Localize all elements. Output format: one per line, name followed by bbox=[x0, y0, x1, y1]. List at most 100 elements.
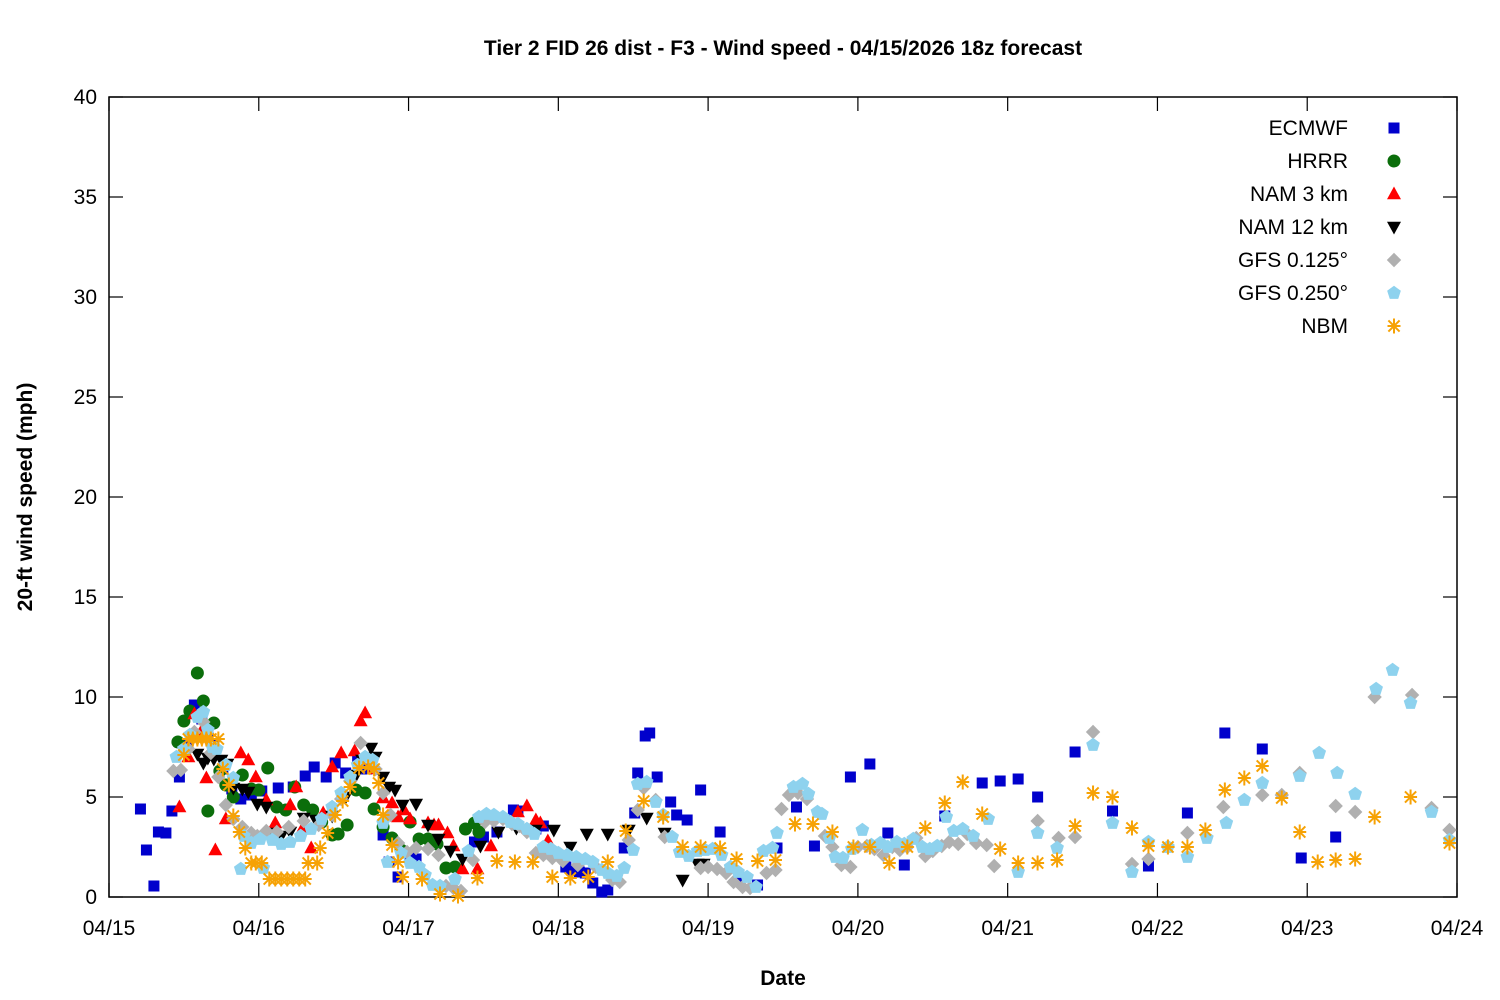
data-point-asterisk bbox=[863, 840, 877, 854]
y-tick-label: 15 bbox=[74, 586, 97, 609]
data-point-square bbox=[651, 771, 663, 783]
data-point-asterisk bbox=[1031, 856, 1044, 870]
data-point-pentagon bbox=[1125, 864, 1139, 878]
data-point-asterisk bbox=[694, 840, 707, 854]
data-point-pentagon bbox=[749, 879, 763, 893]
data-point-square bbox=[695, 784, 707, 796]
data-point-diamond bbox=[1085, 724, 1101, 740]
data-point-diamond bbox=[281, 819, 296, 835]
data-point-diamond bbox=[1347, 804, 1363, 820]
data-point-triangle-up bbox=[353, 713, 368, 727]
data-point-asterisk bbox=[1293, 825, 1307, 839]
data-point-pentagon bbox=[930, 838, 945, 852]
y-tick-label: 35 bbox=[74, 186, 97, 209]
data-point-triangle-down bbox=[259, 801, 274, 815]
x-tick-label: 04/23 bbox=[1281, 917, 1334, 940]
legend-label-nbm: NBM bbox=[1301, 315, 1348, 338]
data-point-circle bbox=[340, 818, 354, 832]
data-point-asterisk bbox=[1329, 853, 1342, 867]
data-point-asterisk bbox=[1050, 853, 1064, 867]
x-tick-label: 04/18 bbox=[532, 917, 585, 940]
data-point-diamond bbox=[1367, 689, 1382, 705]
data-point-pentagon bbox=[448, 871, 462, 885]
data-point-asterisk bbox=[993, 842, 1007, 856]
plot-area: 04/15 04/16 04/17 04/18 04/19 04/20 04/21 04/22… bbox=[74, 86, 1484, 940]
data-point-asterisk bbox=[238, 841, 252, 855]
data-point-square bbox=[844, 771, 856, 783]
y-axis-label: 20-ft wind speed (mph) bbox=[14, 383, 37, 612]
data-point-diamond bbox=[420, 841, 436, 857]
data-point-asterisk bbox=[564, 871, 577, 885]
y-tick-label: 40 bbox=[74, 86, 97, 109]
data-point-asterisk bbox=[216, 762, 230, 776]
data-point-square bbox=[808, 840, 820, 852]
data-point-pentagon bbox=[665, 829, 680, 843]
data-point-pentagon bbox=[1403, 695, 1418, 709]
data-point-square bbox=[1107, 805, 1119, 817]
data-point-asterisk bbox=[222, 778, 236, 792]
data-point-asterisk bbox=[490, 854, 504, 868]
x-tick-label: 04/20 bbox=[832, 917, 885, 940]
data-point-square bbox=[320, 771, 332, 783]
data-point-pentagon bbox=[585, 854, 600, 868]
data-point-asterisk bbox=[1387, 319, 1401, 333]
data-point-square bbox=[790, 801, 802, 813]
data-point-circle bbox=[358, 786, 372, 800]
data-point-asterisk bbox=[1218, 783, 1232, 797]
data-point-triangle-down bbox=[579, 828, 594, 842]
data-point-triangle-up bbox=[470, 861, 485, 875]
data-point-square bbox=[882, 827, 894, 839]
data-point-diamond bbox=[218, 797, 234, 813]
data-point-square bbox=[573, 866, 585, 878]
data-point-asterisk bbox=[1161, 840, 1175, 854]
data-point-asterisk bbox=[255, 856, 269, 870]
y-tick-label: 30 bbox=[74, 286, 97, 309]
data-point-triangle-up bbox=[483, 838, 498, 852]
data-point-square bbox=[1256, 743, 1268, 755]
data-point-circle bbox=[472, 825, 486, 839]
data-point-square bbox=[148, 880, 160, 892]
data-point-asterisk bbox=[975, 807, 989, 821]
legend-label-hrrr: HRRR bbox=[1287, 150, 1348, 173]
data-point-asterisk bbox=[471, 871, 484, 885]
data-point-triangle-up bbox=[208, 842, 223, 856]
data-point-asterisk bbox=[619, 824, 633, 838]
data-point-diamond bbox=[408, 840, 424, 856]
data-point-triangle-up bbox=[510, 804, 525, 818]
data-point-diamond bbox=[1051, 830, 1066, 846]
data-point-circle bbox=[367, 802, 381, 816]
data-point-triangle-up bbox=[172, 799, 187, 813]
data-point-pentagon bbox=[815, 806, 829, 820]
data-point-triangle-down bbox=[431, 833, 446, 847]
legend-label-ecmwf: ECMWF bbox=[1269, 117, 1348, 140]
data-point-pentagon bbox=[380, 854, 395, 868]
data-point-asterisk bbox=[310, 856, 324, 870]
data-point-asterisk bbox=[1255, 759, 1269, 773]
data-point-triangle-up bbox=[519, 798, 534, 812]
data-point-triangle-down bbox=[473, 840, 488, 854]
data-point-asterisk bbox=[313, 841, 327, 855]
data-point-triangle-down bbox=[388, 784, 403, 798]
data-point-asterisk bbox=[391, 855, 405, 869]
data-point-pentagon bbox=[304, 821, 319, 835]
data-point-square bbox=[632, 767, 644, 779]
data-point-square bbox=[173, 771, 185, 783]
data-point-square bbox=[994, 775, 1006, 787]
data-point-square bbox=[308, 761, 320, 773]
data-point-pentagon bbox=[314, 811, 329, 825]
data-point-pentagon bbox=[626, 842, 641, 856]
data-point-pentagon bbox=[617, 860, 632, 874]
data-point-asterisk bbox=[1106, 790, 1119, 804]
data-point-pentagon bbox=[836, 850, 850, 864]
data-point-pentagon bbox=[1050, 840, 1064, 854]
data-point-asterisk bbox=[713, 841, 727, 855]
data-point-pentagon bbox=[1086, 737, 1100, 751]
data-point-asterisk bbox=[918, 821, 932, 835]
data-point-asterisk bbox=[847, 840, 860, 854]
data-point-asterisk bbox=[956, 775, 970, 789]
data-point-square bbox=[160, 827, 172, 839]
x-tick-label: 04/24 bbox=[1431, 917, 1484, 940]
data-point-square bbox=[665, 796, 677, 808]
data-point-pentagon bbox=[966, 828, 981, 842]
